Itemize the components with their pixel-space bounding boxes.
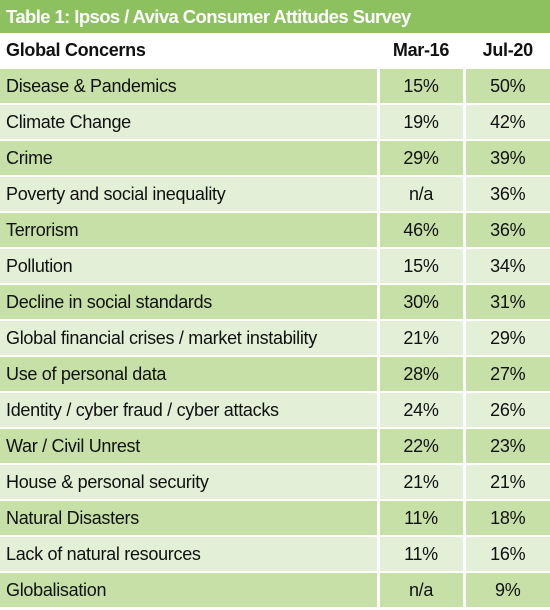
jul-20-cell: 27% [462,355,550,392]
jul-20-cell: 34% [462,247,550,284]
mar-16-cell: 15% [376,247,464,284]
jul-20-cell: 16% [462,535,550,572]
concern-cell: War / Civil Unrest [0,427,378,464]
mar-16-cell: 46% [376,211,464,248]
table-row: Climate Change 19% 42% [0,103,550,140]
mar-16-cell: 24% [376,391,464,428]
table-row: Lack of natural resources 11% 16% [0,535,550,572]
concern-cell: Global financial crises / market instabi… [0,319,378,356]
concern-cell: Globalisation [0,571,378,607]
concern-cell: Poverty and social inequality [0,175,378,212]
jul-20-cell: 29% [462,319,550,356]
table-row: Terrorism 46% 36% [0,211,550,248]
table-row: Poverty and social inequality n/a 36% [0,175,550,212]
mar-16-cell: 15% [376,67,464,104]
mar-16-cell: 21% [376,463,464,500]
concern-cell: Crime [0,139,378,176]
concern-cell: Use of personal data [0,355,378,392]
jul-20-cell: 26% [462,391,550,428]
jul-20-cell: 18% [462,499,550,536]
jul-20-cell: 21% [462,463,550,500]
jul-20-cell: 50% [462,67,550,104]
table-body: Disease & Pandemics 15% 50% Climate Change 1… [0,67,550,607]
mar-16-cell: 11% [376,535,464,572]
table-row: Natural Disasters 11% 18% [0,499,550,536]
jul-20-cell: 9% [462,571,550,607]
concern-cell: Identity / cyber fraud / cyber attacks [0,391,378,428]
table-row: Decline in social standards 30% 31% [0,283,550,320]
mar-16-cell: 30% [376,283,464,320]
concern-cell: House & personal security [0,463,378,500]
mar-16-cell: n/a [376,175,464,212]
table-row: Global financial crises / market instabi… [0,319,550,356]
jul-20-cell: 31% [462,283,550,320]
mar-16-cell: n/a [376,571,464,607]
concern-cell: Decline in social standards [0,283,378,320]
jul-20-cell: 36% [462,175,550,212]
table-row: Use of personal data 28% 27% [0,355,550,392]
column-header-jul-20: Jul-20 [462,33,550,69]
concern-cell: Lack of natural resources [0,535,378,572]
mar-16-cell: 22% [376,427,464,464]
concerns-table: Global Concerns Mar-16 Jul-20 Disease & … [0,33,550,607]
table-row: Globalisation n/a 9% [0,571,550,607]
column-header-mar-16: Mar-16 [376,33,464,69]
header-row: Global Concerns Mar-16 Jul-20 [0,33,550,69]
mar-16-cell: 19% [376,103,464,140]
column-header-global-concerns: Global Concerns [0,33,378,69]
table-header: Global Concerns Mar-16 Jul-20 [0,33,550,69]
concern-cell: Pollution [0,247,378,284]
concern-cell: Climate Change [0,103,378,140]
table-row: House & personal security 21% 21% [0,463,550,500]
table-row: War / Civil Unrest 22% 23% [0,427,550,464]
concern-cell: Terrorism [0,211,378,248]
table-row: Crime 29% 39% [0,139,550,176]
table-row: Disease & Pandemics 15% 50% [0,67,550,104]
mar-16-cell: 28% [376,355,464,392]
mar-16-cell: 29% [376,139,464,176]
jul-20-cell: 39% [462,139,550,176]
table-title: Table 1: Ipsos / Aviva Consumer Attitude… [0,0,550,33]
jul-20-cell: 36% [462,211,550,248]
table-row: Pollution 15% 34% [0,247,550,284]
concern-cell: Natural Disasters [0,499,378,536]
mar-16-cell: 11% [376,499,464,536]
jul-20-cell: 42% [462,103,550,140]
concern-cell: Disease & Pandemics [0,67,378,104]
mar-16-cell: 21% [376,319,464,356]
table-row: Identity / cyber fraud / cyber attacks 24… [0,391,550,428]
jul-20-cell: 23% [462,427,550,464]
